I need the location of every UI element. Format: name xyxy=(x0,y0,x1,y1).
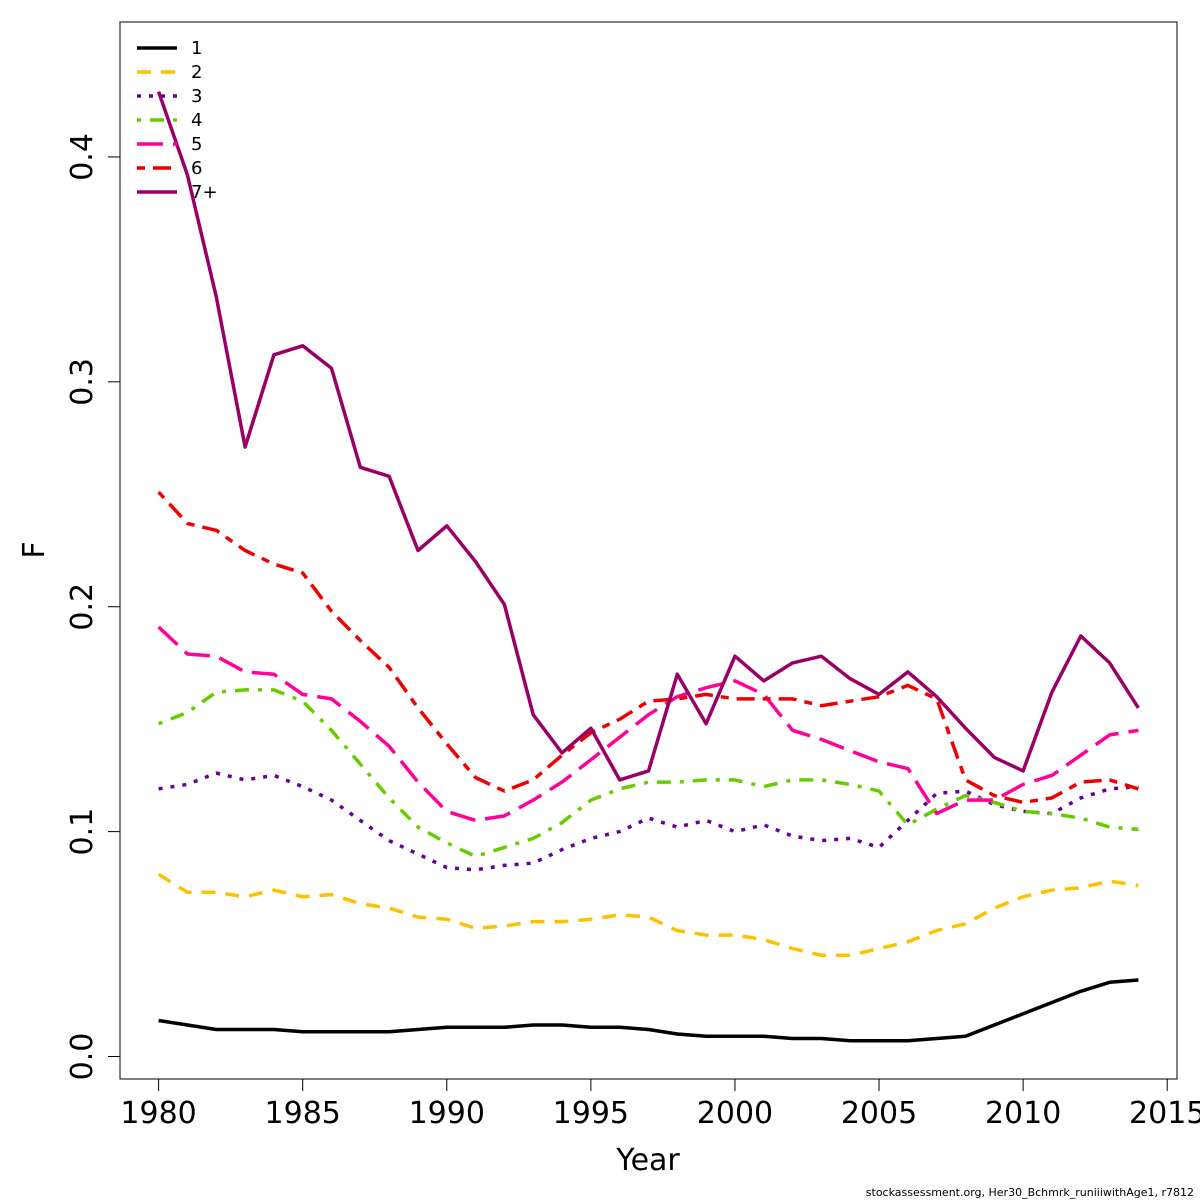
x-axis-label: Year xyxy=(615,1143,680,1178)
legend-label-age-7+: 7+ xyxy=(191,182,218,203)
footer-caption: stockassessment.org, Her30_Bchmrk_runiii… xyxy=(866,1186,1194,1199)
plot-area-frame xyxy=(119,21,1178,1080)
series-line-age-1 xyxy=(158,978,1139,1043)
legend-label-age-4: 4 xyxy=(191,110,202,131)
y-tick-label: 0.4 xyxy=(65,133,100,181)
y-tick-label: 0.2 xyxy=(65,583,100,631)
legend-label-age-1: 1 xyxy=(191,38,202,59)
y-axis-label: F xyxy=(17,541,52,558)
series-line-age-7+ xyxy=(156,91,1140,782)
legend-label-age-3: 3 xyxy=(191,86,202,107)
series-line-age-5 xyxy=(157,625,1139,823)
series-line-age-4 xyxy=(157,688,1139,859)
legend-label-age-5: 5 xyxy=(191,134,202,155)
y-tick-label: 0.3 xyxy=(65,358,100,406)
legend: 1 2 3 4 5 6 7+ xyxy=(137,38,218,203)
x-tick-label: 2010 xyxy=(985,1096,1061,1131)
x-axis: 1980 1985 1990 1995 2000 2005 2010 2015 xyxy=(120,1078,1200,1131)
series-line-age-2 xyxy=(157,872,1139,958)
series-layer xyxy=(156,91,1140,1043)
legend-label-age-2: 2 xyxy=(191,62,202,83)
x-tick-label: 1990 xyxy=(409,1096,485,1131)
x-tick-label: 2015 xyxy=(1129,1096,1200,1131)
y-tick-label: 0.0 xyxy=(65,1033,100,1081)
y-axis: 0.0 0.1 0.2 0.3 0.4 xyxy=(65,133,121,1081)
x-tick-label: 2005 xyxy=(841,1096,917,1131)
series-line-age-6 xyxy=(157,490,1139,805)
x-tick-label: 2000 xyxy=(697,1096,773,1131)
series-line-age-3 xyxy=(158,771,1139,872)
y-tick-label: 0.1 xyxy=(65,808,100,856)
x-tick-label: 1980 xyxy=(120,1096,196,1131)
x-tick-label: 1985 xyxy=(265,1096,341,1131)
legend-label-age-6: 6 xyxy=(191,158,202,179)
x-tick-label: 1995 xyxy=(553,1096,629,1131)
